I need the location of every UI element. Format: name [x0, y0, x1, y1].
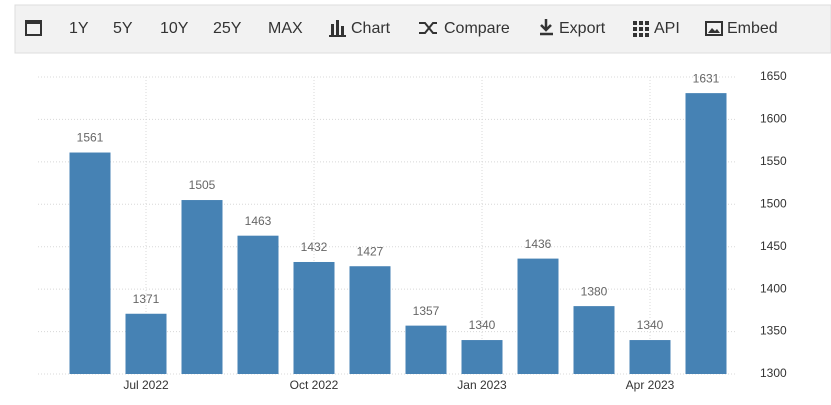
compare-button[interactable]: Compare	[444, 20, 510, 37]
chart-icon-bar	[336, 20, 339, 36]
chart-icon[interactable]	[331, 24, 334, 36]
y-tick-label: 1400	[760, 281, 787, 295]
export-button[interactable]: Export	[559, 20, 606, 37]
bar	[237, 235, 279, 374]
value-label: 1432	[301, 240, 328, 254]
value-label: 1505	[189, 178, 216, 192]
y-tick-label: 1650	[760, 69, 787, 83]
chart-icon-base	[329, 35, 346, 37]
bar	[517, 258, 559, 374]
chart-icon-bar	[341, 26, 344, 36]
x-tick-label: Jul 2022	[123, 378, 169, 392]
y-tick-label: 1300	[760, 366, 787, 380]
chart-button[interactable]: Chart	[351, 20, 391, 37]
bar	[629, 340, 671, 374]
x-tick-label: Jan 2023	[457, 378, 507, 392]
embed-icon-image	[708, 28, 720, 33]
bar	[349, 266, 391, 374]
y-tick-label: 1500	[760, 196, 787, 210]
value-label: 1561	[77, 131, 104, 145]
y-tick-label: 1350	[760, 324, 787, 338]
range-5y[interactable]: 5Y	[113, 20, 133, 37]
api-icon[interactable]	[633, 21, 649, 37]
bar	[405, 325, 447, 374]
bar	[125, 313, 167, 374]
bar	[69, 152, 111, 374]
bar	[181, 200, 223, 374]
range-max[interactable]: MAX	[268, 20, 303, 37]
embed-button[interactable]: Embed	[727, 20, 778, 37]
bar	[573, 306, 615, 374]
export-icon[interactable]	[540, 19, 553, 36]
calendar-top	[26, 20, 41, 24]
api-button[interactable]: API	[654, 20, 680, 37]
bar	[293, 261, 335, 374]
value-label: 1380	[581, 284, 608, 298]
value-label: 1371	[133, 292, 160, 306]
bar	[685, 93, 727, 374]
range-1y[interactable]: 1Y	[69, 20, 89, 37]
range-25y[interactable]: 25Y	[213, 20, 242, 37]
value-label: 1340	[469, 318, 496, 332]
y-tick-label: 1450	[760, 239, 787, 253]
value-label: 1463	[245, 214, 272, 228]
embed-icon[interactable]	[705, 21, 723, 36]
bar	[461, 340, 503, 374]
x-tick-label: Oct 2022	[290, 378, 339, 392]
toolbar-icons	[25, 19, 723, 37]
y-tick-label: 1550	[760, 154, 787, 168]
value-label: 1427	[357, 244, 384, 258]
x-tick-label: Apr 2023	[626, 378, 675, 392]
range-10y[interactable]: 10Y	[160, 20, 189, 37]
compare-icon[interactable]	[419, 22, 437, 34]
value-label: 1357	[413, 304, 440, 318]
toolbar	[14, 4, 831, 54]
y-tick-label: 1600	[760, 112, 787, 126]
value-label: 1631	[693, 71, 720, 85]
value-label: 1340	[637, 318, 664, 332]
value-label: 1436	[525, 237, 552, 251]
